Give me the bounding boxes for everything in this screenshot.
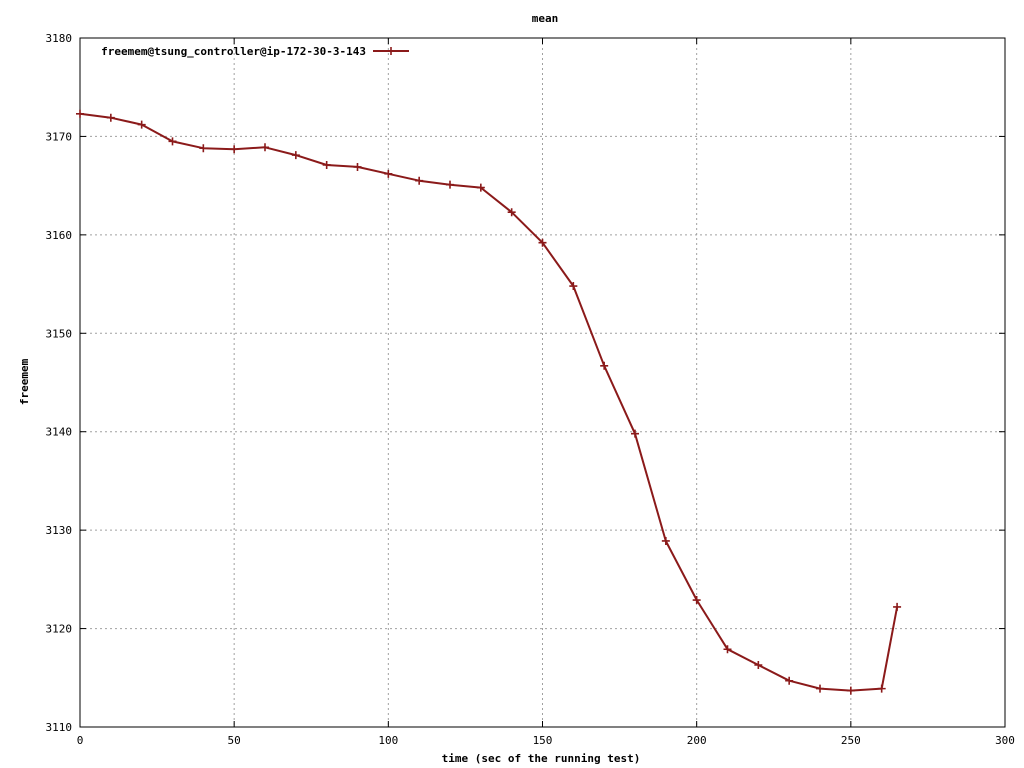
x-tick-label: 200 [687,734,707,747]
data-point [415,176,424,185]
y-tick-label: 3120 [46,623,73,636]
data-point [384,169,393,178]
data-point [816,684,824,693]
y-tick-label: 3140 [46,426,73,439]
x-tick-label: 250 [841,734,861,747]
y-tick-label: 3130 [46,524,73,537]
y-tick-label: 3180 [46,32,73,45]
legend: freemem@tsung_controller@ip-172-30-3-143 [101,45,409,58]
data-point [106,113,115,122]
y-tick-label: 3170 [46,130,73,143]
x-tick-label: 50 [228,734,241,747]
data-point [353,162,362,171]
series-layer [76,109,902,695]
data-point [893,602,902,611]
grid-lines [80,38,1005,727]
data-point [322,160,331,169]
series-line [79,112,899,692]
axis-ticks: 0 50 100 150 200 250 300 3110 3120 3130 3140 3150 31… [46,32,1015,747]
y-tick-label: 3160 [46,229,73,242]
data-point [476,183,485,192]
data-point [631,429,639,438]
y-tick-label: 3150 [46,327,73,340]
data-point [261,143,269,152]
x-tick-label: 0 [77,734,84,747]
chart-title: mean [532,12,559,25]
data-point [291,151,300,160]
data-point [569,282,578,291]
data-point [661,536,670,545]
data-point [507,208,516,217]
x-tick-label: 300 [995,734,1015,747]
data-point [846,686,855,695]
data-point [538,238,547,247]
data-point [76,109,84,118]
x-tick-label: 150 [533,734,553,747]
data-point [168,137,177,146]
x-axis-label: time (sec of the running test) [442,752,641,765]
legend-marker [387,47,395,55]
data-point [230,145,239,154]
data-point [877,684,886,693]
data-point [199,144,208,153]
x-tick-label: 100 [378,734,398,747]
y-axis-label: freemem [18,358,31,405]
y-tick-label: 3110 [46,721,73,734]
data-point [785,676,794,685]
data-point [446,180,454,189]
data-point [600,361,609,370]
data-point [754,660,763,669]
legend-entry-label: freemem@tsung_controller@ip-172-30-3-143 [101,45,366,58]
data-point [692,596,701,605]
data-point [723,645,732,654]
data-point [137,120,146,129]
